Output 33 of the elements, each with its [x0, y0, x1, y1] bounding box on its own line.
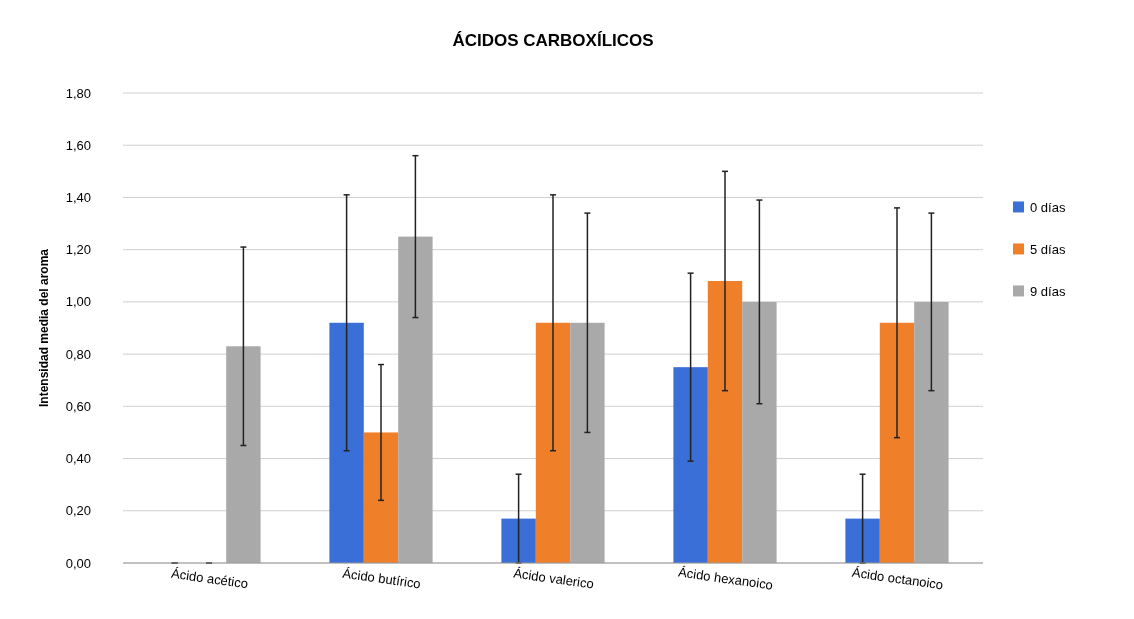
- bar: [914, 301, 949, 563]
- x-tick-label: Ácido hexanoico: [677, 564, 774, 593]
- y-tick-label: 0,60: [65, 398, 91, 414]
- y-tick-label: 0,40: [65, 451, 91, 467]
- bar: [501, 518, 536, 563]
- y-axis-title: Intensidad media del aroma: [37, 248, 51, 408]
- bar: [363, 432, 399, 563]
- y-tick-label: 1,40: [65, 189, 91, 205]
- x-tick-label: Ácido octanoico: [851, 564, 945, 593]
- legend-label: 9 días: [1030, 283, 1066, 299]
- y-tick-label: 0,80: [65, 346, 91, 362]
- bar: [707, 281, 743, 563]
- legend-label: 0 días: [1030, 199, 1066, 215]
- legend-label: 5 días: [1030, 241, 1066, 257]
- x-tick-label: Ácido butírico: [341, 565, 422, 592]
- bar: [226, 346, 261, 563]
- y-tick-label: 0,20: [65, 503, 91, 519]
- bar: [879, 322, 915, 563]
- x-tick-label: Ácido acético: [170, 565, 249, 592]
- bar: [742, 301, 777, 563]
- y-tick-label: 0,00: [65, 555, 91, 571]
- y-tick-label: 1,80: [65, 85, 91, 101]
- y-tick-label: 1,60: [65, 137, 91, 153]
- bar: [570, 322, 605, 563]
- bar: [673, 367, 708, 563]
- y-tick-label: 1,00: [65, 294, 91, 310]
- bar: [535, 322, 571, 563]
- bar: [329, 322, 364, 563]
- bar: [845, 518, 880, 563]
- x-tick-label: Ácido valerico: [512, 565, 595, 592]
- chart-title: ÁCIDOS CARBOXÍLICOS: [452, 31, 654, 50]
- y-tick-label: 1,20: [65, 242, 91, 258]
- bar: [398, 236, 433, 563]
